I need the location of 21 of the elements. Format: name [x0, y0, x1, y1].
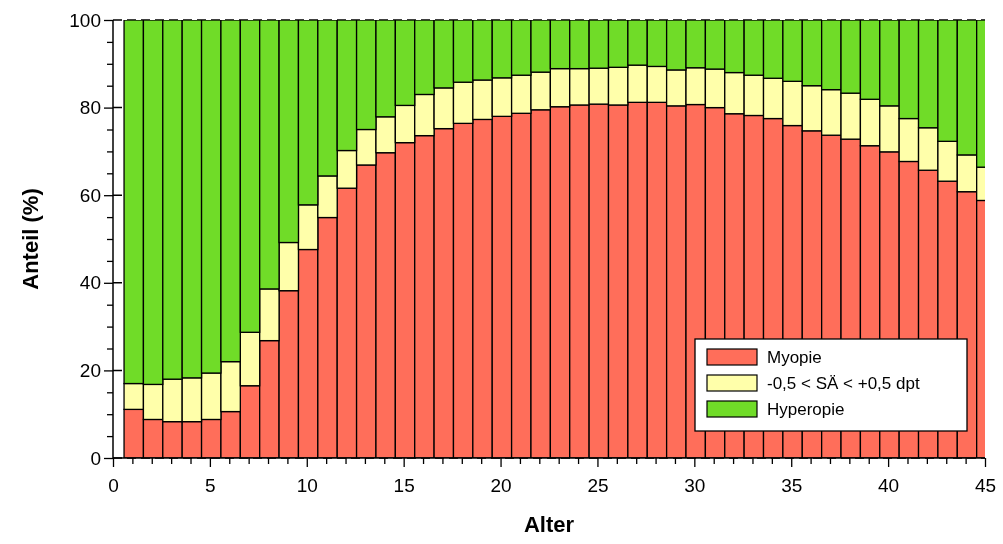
y-tick-label: 80 [79, 97, 101, 119]
x-tick-label: 20 [490, 474, 512, 496]
legend-label: Hyperopie [767, 400, 845, 419]
x-tick-label: 45 [974, 474, 997, 496]
y-tick-label: 40 [79, 272, 101, 294]
x-tick-label: 15 [393, 474, 415, 496]
x-tick-label: 40 [878, 474, 900, 496]
y-tick-label: 0 [90, 447, 101, 469]
x-tick-label: 25 [587, 474, 609, 496]
x-tick-label: 30 [684, 474, 706, 496]
x-tick-label: 5 [205, 474, 216, 496]
x-axis-title: Alter [523, 512, 575, 537]
y-tick-label: 100 [69, 9, 101, 31]
y-tick-label: 20 [79, 359, 101, 381]
legend-label: Myopie [767, 348, 822, 367]
x-tick-label: 35 [781, 474, 803, 496]
legend-label: -0,5 < SÄ < +0,5 dpt [767, 374, 920, 393]
y-tick-label: 60 [79, 184, 101, 206]
x-tick-label: 10 [296, 474, 318, 496]
y-axis-title: Anteil (%) [18, 188, 43, 290]
x-tick-label: 0 [108, 474, 119, 496]
